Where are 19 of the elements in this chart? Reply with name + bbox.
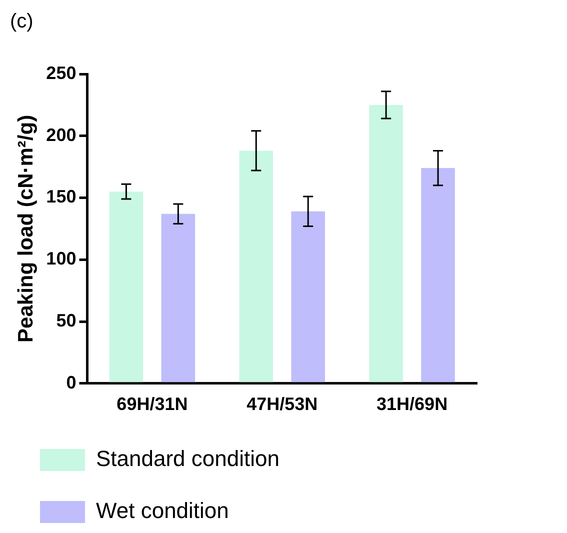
y-axis-title: Peaking load (cN·m²/g) (14, 114, 38, 342)
bar (421, 168, 455, 382)
y-tick-label: 100 (46, 248, 76, 269)
y-tick-label: 150 (46, 186, 76, 207)
chart-title: (c) (10, 10, 34, 33)
y-tick-label: 50 (56, 310, 76, 330)
y-tick-label: 200 (46, 124, 76, 145)
bar (369, 104, 403, 382)
x-tick-label: 69H/31N (116, 394, 188, 414)
bar (109, 192, 144, 382)
bar (161, 214, 196, 382)
y-tick-label: 0 (66, 372, 76, 392)
y-tick-label: 250 (46, 62, 76, 83)
bar (291, 211, 325, 382)
x-tick-label: 47H/53N (246, 394, 318, 414)
legend-label: Standard condition (96, 446, 280, 472)
bar (239, 150, 274, 382)
x-tick-label: 31H/69N (376, 394, 448, 414)
legend-label: Wet condition (96, 498, 229, 524)
